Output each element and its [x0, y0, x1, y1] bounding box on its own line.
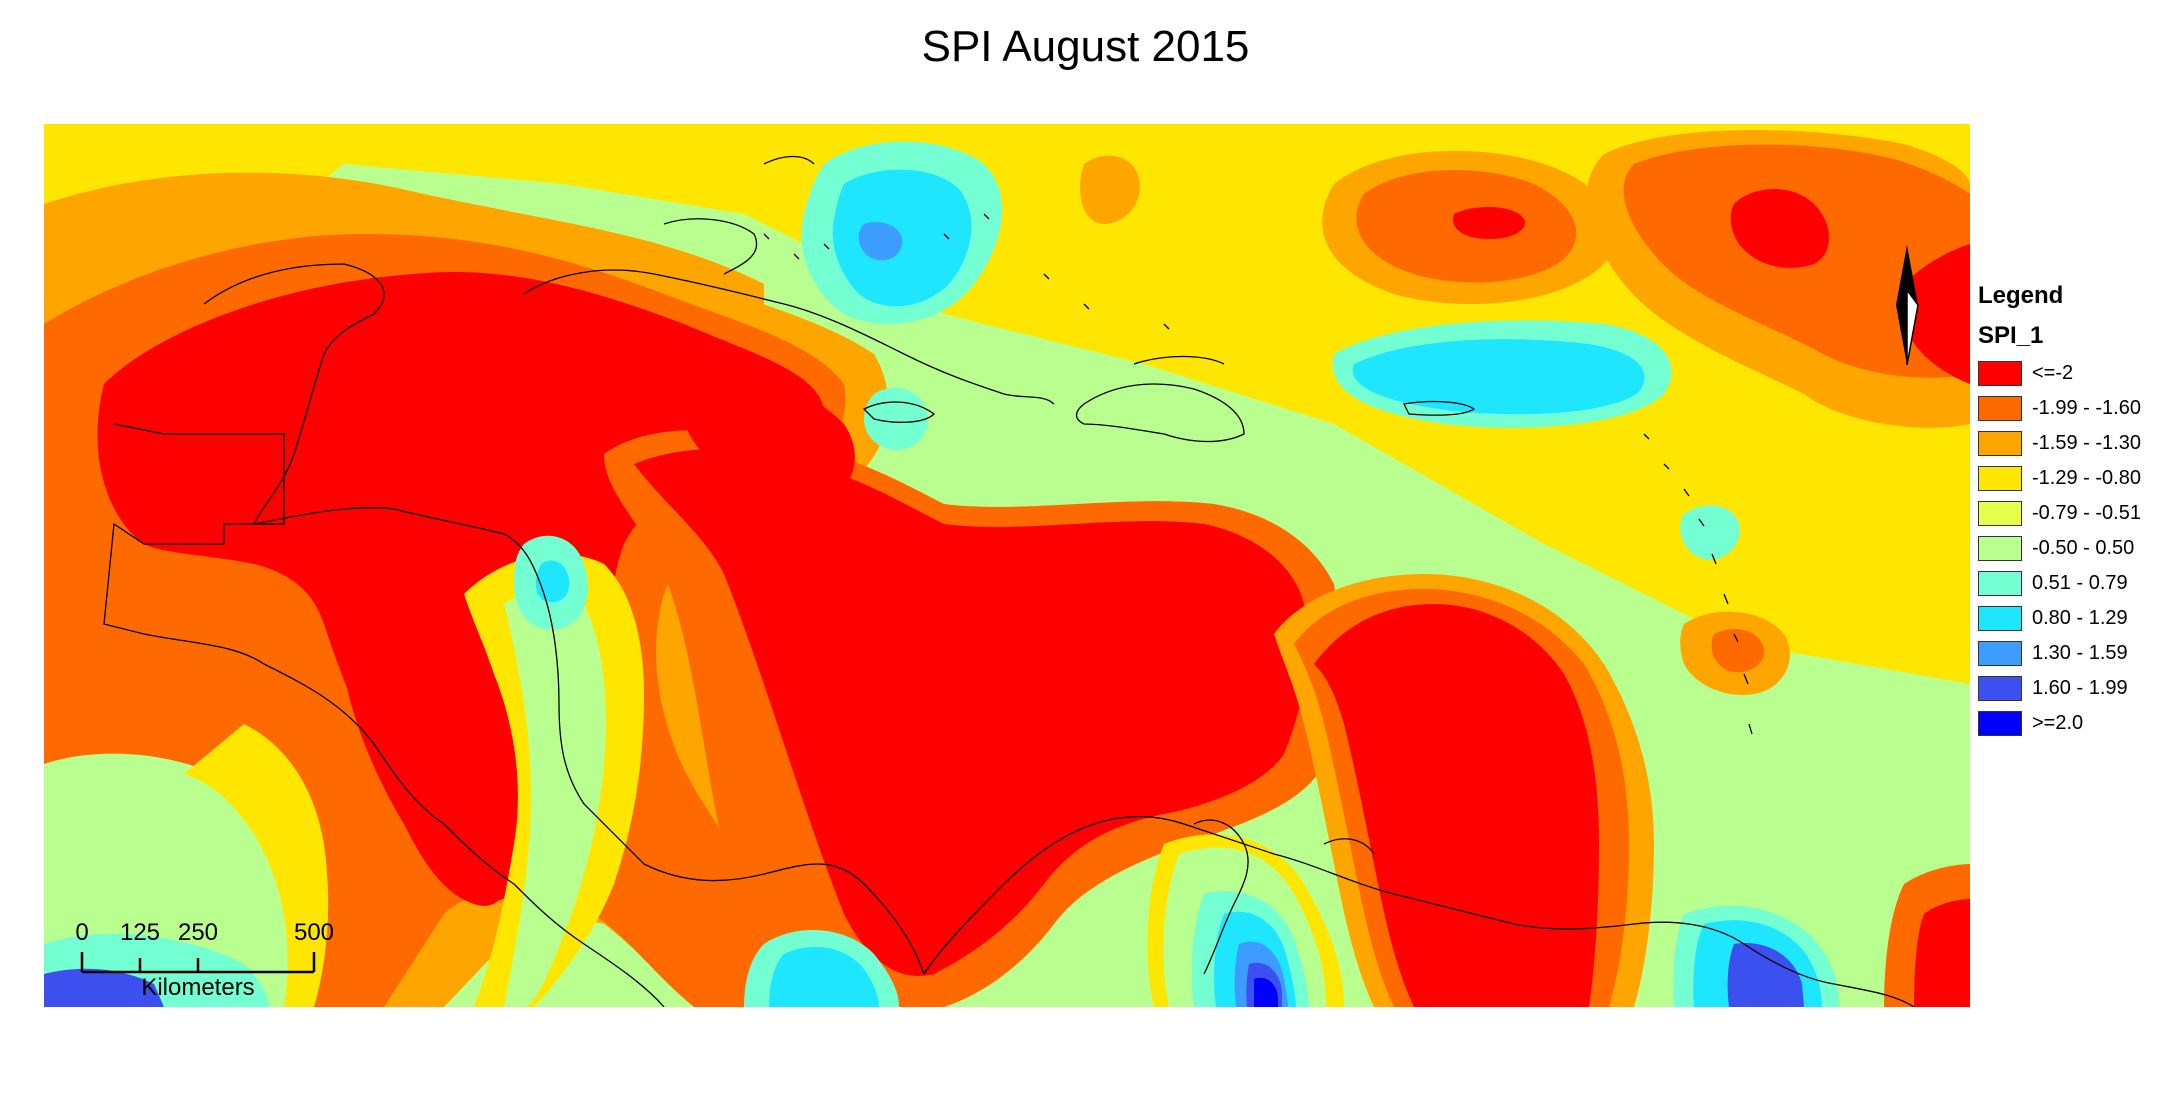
- legend-label: -1.99 - -1.60: [2032, 397, 2141, 419]
- legend-label: 0.80 - 1.29: [2032, 607, 2128, 629]
- map-title: SPI August 2015: [921, 22, 1250, 71]
- legend-swatch: [1978, 676, 2022, 701]
- scale-line: [80, 952, 316, 974]
- zone-red-east: [1274, 574, 1654, 1007]
- legend-swatch: [1978, 501, 2022, 526]
- zone-red-central: [604, 371, 1341, 1007]
- legend-swatch: [1978, 641, 2022, 666]
- legend-item: -1.29 - -0.80: [1978, 461, 2163, 496]
- zone-blue-hispaniola: [1332, 320, 1672, 428]
- coastlines: [103, 155, 1915, 1007]
- zone-blue-guyana: [1651, 890, 1864, 1007]
- north-arrow-icon: [1896, 245, 1919, 366]
- legend-title: Legend: [1978, 282, 2064, 309]
- zone-blue-nicaragua-core: [535, 560, 570, 603]
- scale-tick-3: 500: [294, 919, 334, 946]
- zone-yellow-southwest: [184, 724, 329, 1007]
- legend-item: 0.51 - 0.79: [1978, 566, 2163, 601]
- scale-tick-2: 250: [178, 919, 218, 946]
- scale-bar: 0 125 250 500 Kilometers: [64, 910, 354, 1001]
- legend-swatch: [1978, 466, 2022, 491]
- zone-blue-panama: [744, 930, 899, 1007]
- legend-item: 0.80 - 1.29: [1978, 601, 2163, 636]
- zone-blue-colombia: [1147, 834, 1344, 1007]
- zone-blue-cuba: [801, 141, 1003, 324]
- spi-map: [44, 124, 1970, 1007]
- scale-tick-0: 0: [75, 919, 88, 946]
- legend-item: >=2.0: [1978, 706, 2163, 741]
- legend-label: 1.60 - 1.99: [2032, 677, 2128, 699]
- legend-item: 1.60 - 1.99: [1978, 671, 2163, 706]
- zone-red-east-corner-core: [1914, 899, 1970, 1007]
- legend-item: -0.79 - -0.51: [1978, 496, 2163, 531]
- legend-swatch: [1978, 361, 2022, 386]
- zone-red-northeast: [1080, 130, 1970, 428]
- legend-label: 1.30 - 1.59: [2032, 642, 2128, 664]
- legend-label: -1.59 - -1.30: [2032, 432, 2141, 454]
- legend-items: <=-2 -1.99 - -1.60 -1.59 - -1.30 -1.29 - -0…: [1978, 356, 2163, 741]
- legend-label: <=-2: [2032, 362, 2074, 384]
- legend-label: -0.79 - -0.51: [2032, 502, 2141, 524]
- legend-field: SPI_1: [1978, 322, 2044, 349]
- north-arrow: [1890, 245, 1924, 366]
- legend-swatch: [1978, 571, 2022, 596]
- legend-item: <=-2: [1978, 356, 2163, 391]
- legend-label: 0.51 - 0.79: [2032, 572, 2128, 594]
- legend-swatch: [1978, 606, 2022, 631]
- legend-item: -0.50 - 0.50: [1978, 531, 2163, 566]
- legend-item: -1.59 - -1.30: [1978, 426, 2163, 461]
- zone-blue-antilles: [1680, 505, 1740, 560]
- scale-unit: Kilometers: [141, 974, 254, 1000]
- legend-swatch: [1978, 396, 2022, 421]
- legend-item: -1.99 - -1.60: [1978, 391, 2163, 426]
- legend-swatch: [1978, 711, 2022, 736]
- zone-blue-southwest-corner: [44, 968, 164, 1007]
- zone-green-isthmus: [504, 589, 606, 1007]
- legend-label: -0.50 - 0.50: [2032, 537, 2135, 559]
- legend-label: -1.29 - -0.80: [2032, 467, 2141, 489]
- legend-swatch: [1978, 431, 2022, 456]
- legend-label: >=2.0: [2032, 712, 2084, 734]
- legend-item: 1.30 - 1.59: [1978, 636, 2163, 671]
- legend: Legend SPI_1 <=-2 -1.99 - -1.60 -1.59 - -1…: [1978, 282, 2163, 741]
- legend-swatch: [1978, 536, 2022, 561]
- zone-red-trinidad-core: [1711, 629, 1765, 673]
- scale-tick-1: 125: [120, 919, 160, 946]
